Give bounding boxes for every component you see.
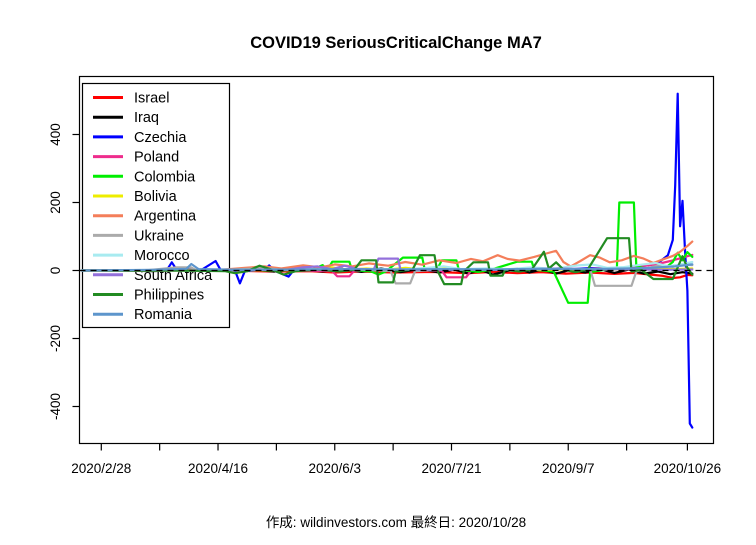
y-tick-label: -400 bbox=[48, 393, 63, 420]
series-line-poland bbox=[80, 253, 694, 279]
legend-label-ukraine: Ukraine bbox=[134, 228, 184, 244]
y-tick-label: 0 bbox=[48, 267, 63, 275]
legend-box bbox=[81, 82, 231, 329]
legend-label-morocco: Morocco bbox=[134, 248, 190, 264]
x-tick-label: 2020/6/3 bbox=[308, 461, 361, 476]
y-tick-label: -200 bbox=[48, 325, 63, 352]
x-tick-label: 2020/2/28 bbox=[71, 461, 131, 476]
plot-box bbox=[78, 75, 715, 445]
x-tick-label: 2020/7/21 bbox=[421, 461, 481, 476]
series-line-romania bbox=[80, 262, 694, 272]
series-lines bbox=[80, 92, 694, 429]
chart-title: COVID19 SeriousCriticalChange MA7 bbox=[250, 34, 542, 52]
legend-label-philippines: Philippines bbox=[134, 288, 204, 304]
legend-label-romania: Romania bbox=[134, 307, 193, 323]
legend-label-argentina: Argentina bbox=[134, 209, 197, 225]
legend-label-israel: Israel bbox=[134, 91, 169, 107]
legend-label-poland: Poland bbox=[134, 150, 179, 166]
x-tick-label: 2020/10/26 bbox=[654, 461, 722, 476]
series-line-philippines bbox=[80, 237, 694, 286]
x-tick-label: 2020/4/16 bbox=[188, 461, 248, 476]
chart-footer: 作成: wildinvestors.com 最終日: 2020/10/28 bbox=[266, 515, 526, 530]
x-tick-label: 2020/9/7 bbox=[542, 461, 595, 476]
legend-label-colombia: Colombia bbox=[134, 169, 196, 185]
legend: Israel Iraq Czechia Poland Colombia Bolivia Ar… bbox=[81, 82, 231, 329]
legend-label-iraq: Iraq bbox=[134, 110, 159, 126]
chart-generated: Israel Iraq Czechia Poland Colombia Bolivia Ar… bbox=[48, 75, 722, 476]
y-axis: 400 200 0 -200 -400 bbox=[48, 123, 80, 420]
legend-label-czechia: Czechia bbox=[134, 130, 187, 146]
y-tick-label: 400 bbox=[48, 123, 63, 146]
x-axis: 2020/2/28 2020/4/16 2020/6/3 2020/7/21 2020/… bbox=[71, 443, 722, 476]
y-tick-label: 200 bbox=[48, 191, 63, 214]
legend-label-bolivia: Bolivia bbox=[134, 189, 178, 205]
